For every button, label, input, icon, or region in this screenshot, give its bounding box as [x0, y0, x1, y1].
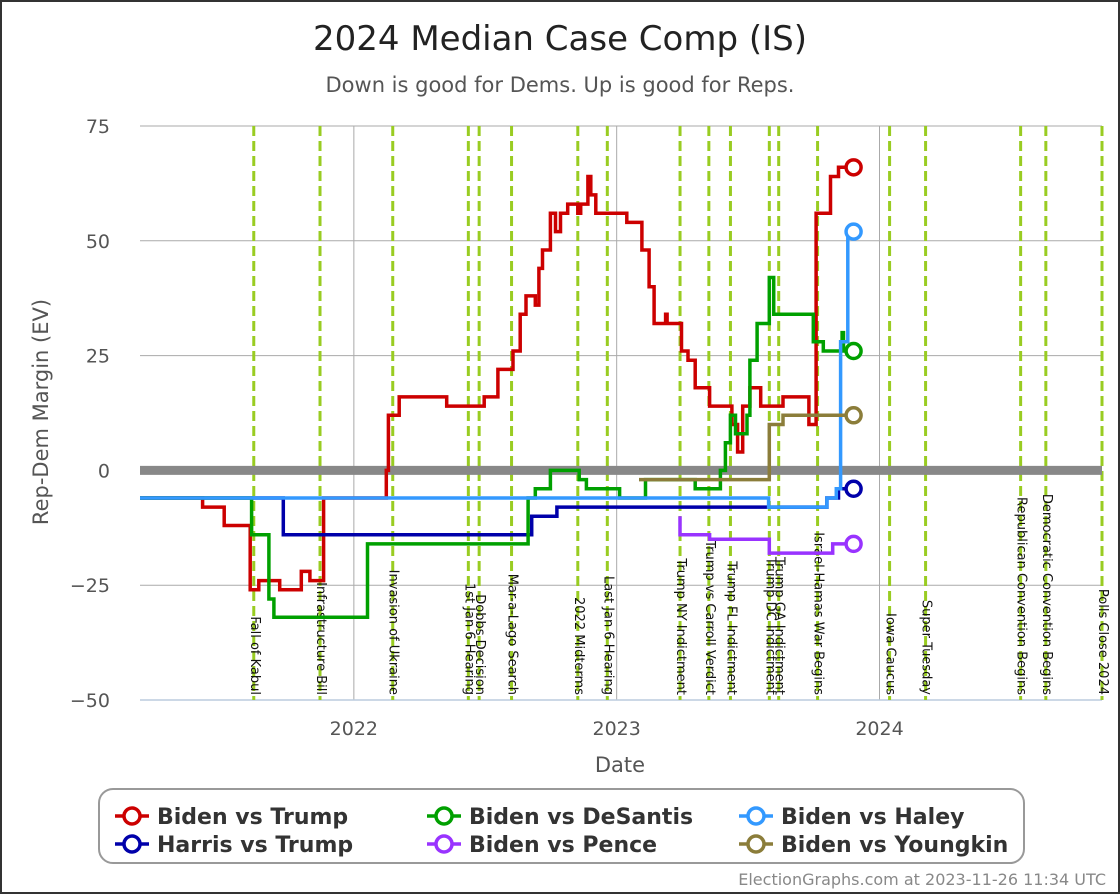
event-label: Trump NY Indictment [673, 557, 688, 695]
events-layer: Fall of Kabul Infrastructure Bill Invasion… [247, 126, 1110, 700]
legend-swatch-marker [746, 806, 766, 826]
series-endpoint-marker [844, 222, 863, 241]
y-tick-label: −25 [70, 575, 110, 597]
series-endpoint-marker [844, 158, 863, 177]
legend-label: Biden vs Pence [469, 833, 657, 858]
series-line [140, 275, 854, 620]
event-label: Super Tuesday [919, 600, 934, 695]
legend-label: Biden vs Haley [781, 805, 964, 830]
event-label: Trump FL Indictment [723, 560, 738, 695]
legend-swatch-marker [434, 834, 454, 854]
event-label: Republican Convention Begins [1014, 497, 1029, 695]
series-line [678, 516, 854, 555]
series-endpoint-marker [844, 341, 863, 361]
axis-layer: 75 50 25 0 −25 −50 2022 2023 2024 [70, 116, 904, 740]
event-label: Mar-a-Lago Search [505, 574, 520, 695]
legend-label: Harris vs Trump [157, 833, 353, 858]
y-axis-label: Rep-Dem Margin (EV) [29, 299, 53, 525]
series-line [140, 487, 854, 537]
event-label: Trump vs Carroll Verdict [702, 539, 717, 695]
event-label: 1st Jan 6 Hearing [461, 583, 476, 695]
series-endpoint-marker [844, 406, 863, 425]
legend-label: Biden vs DeSantis [469, 805, 693, 830]
event-label: Trump GA Indictment [772, 556, 787, 695]
event-label: 2022 Midterms [571, 597, 586, 695]
event-label: Israel-Hamas War Begins [811, 532, 826, 695]
event-label: Dobbs Decision [472, 594, 487, 695]
legend-swatch-marker [434, 806, 454, 826]
legend-box [98, 788, 1025, 864]
credit-text: ElectionGraphs.com at 2023-11-26 11:34 U… [738, 870, 1106, 889]
series-line [140, 229, 854, 509]
legend: Biden vs Trump Harris vs Trump Biden vs De… [98, 788, 1025, 864]
x-axis-label: Date [595, 753, 645, 777]
y-tick-label: 75 [86, 116, 110, 138]
event-label: Fall of Kabul [247, 616, 262, 695]
event-label: Trump DC Indictment [762, 556, 777, 695]
chart-title: 2024 Median Case Comp (IS) [313, 19, 807, 59]
series-line [639, 413, 854, 482]
event-label: Infrastructure Bill [313, 582, 328, 695]
legend-swatch-marker [122, 806, 142, 826]
x-tick-label: 2023 [592, 718, 640, 740]
x-tick-label: 2024 [855, 718, 903, 740]
event-label: Polls Close 2024 [1095, 589, 1110, 695]
legend-swatch-marker [122, 834, 142, 854]
y-tick-label: 25 [86, 346, 110, 368]
legend-swatch-marker [746, 834, 766, 854]
legend-label: Biden vs Trump [157, 805, 348, 830]
event-label: Invasion of Ukraine [386, 570, 401, 695]
series-endpoint-marker [844, 479, 863, 499]
x-tick-label: 2022 [330, 718, 378, 740]
legend-label: Biden vs Youngkin [781, 833, 1008, 858]
legend-items: Biden vs Trump Harris vs Trump Biden vs De… [115, 805, 1008, 858]
y-tick-label: −50 [70, 690, 110, 712]
y-tick-label: 0 [98, 460, 110, 482]
series-endpoint-marker [844, 534, 863, 554]
event-label: Iowa Caucus [883, 613, 898, 695]
event-label: Last Jan 6 Hearing [600, 576, 615, 695]
y-tick-label: 50 [86, 231, 110, 253]
series-line [140, 165, 854, 592]
chart-subtitle: Down is good for Dems. Up is good for Re… [326, 73, 795, 97]
series-layer [140, 158, 863, 620]
event-label: Democratic Convention Begins [1039, 494, 1054, 695]
